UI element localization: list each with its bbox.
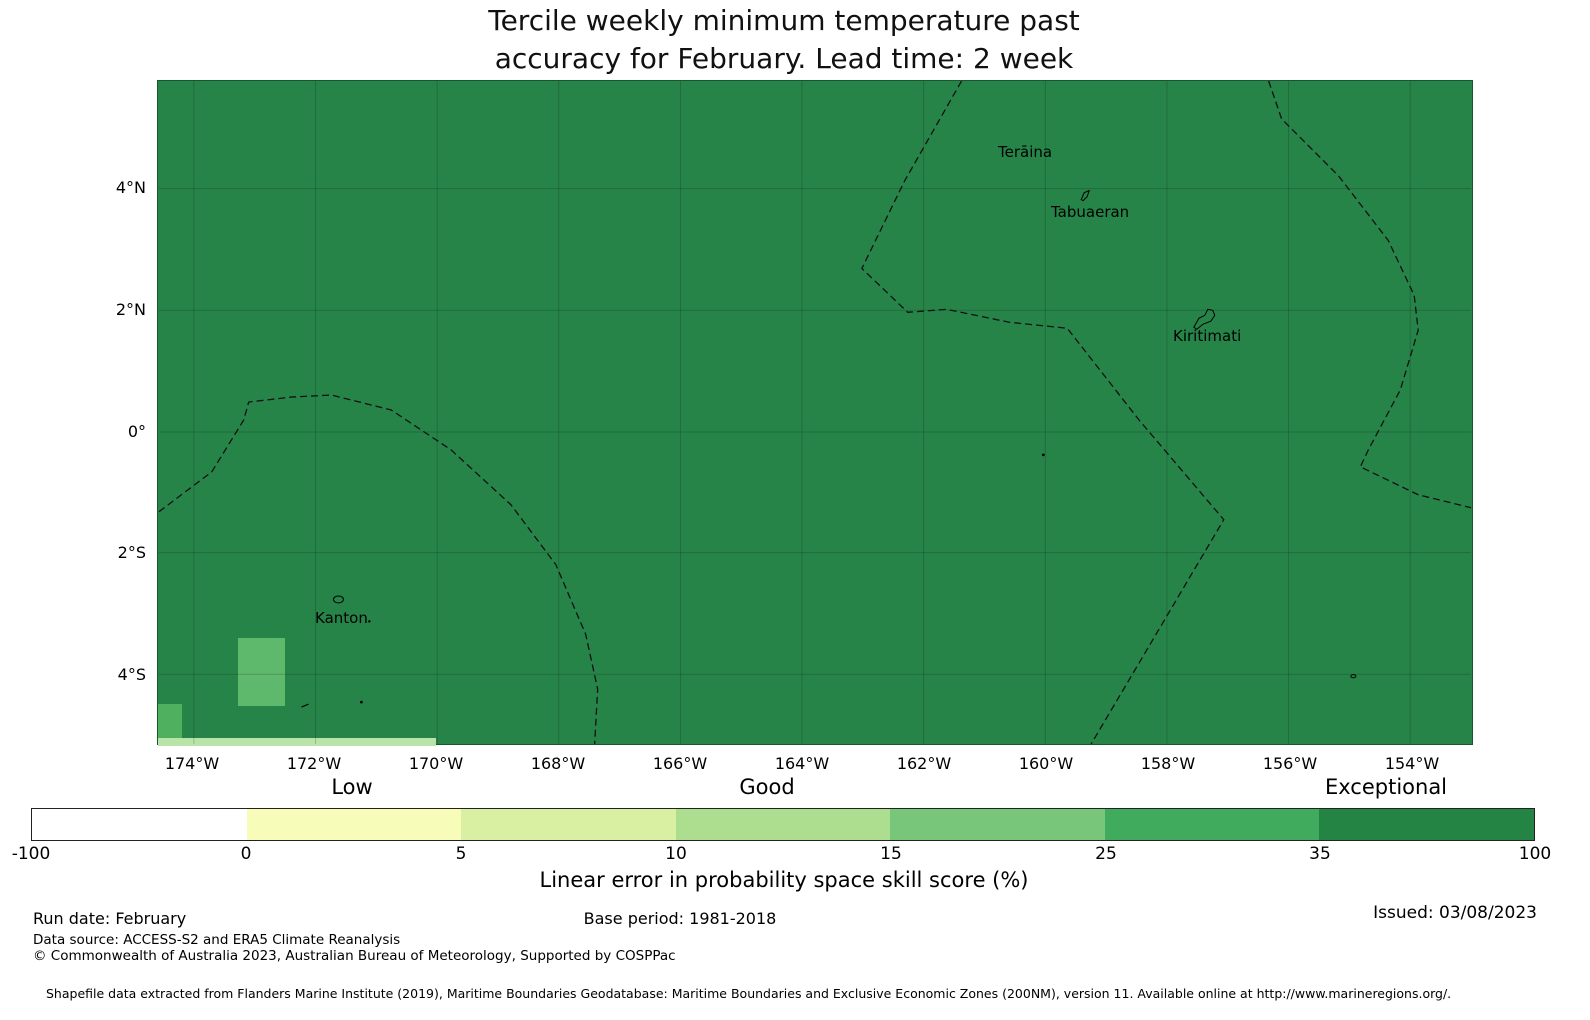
tabuaeran-island-outline xyxy=(1080,189,1090,202)
cbtick-0: 0 xyxy=(240,844,252,864)
cbtick-25: 25 xyxy=(1095,844,1117,864)
shapefile-credit-text: Shapefile data extracted from Flanders M… xyxy=(46,986,1452,1001)
cbtick-15: 15 xyxy=(880,844,902,864)
islet-dot-1 xyxy=(368,620,371,623)
eez-boundary-east xyxy=(1268,81,1472,509)
cbtick-35: 35 xyxy=(1309,844,1331,864)
base-period-text: Base period: 1981-2018 xyxy=(583,909,777,928)
cbtick-neg100: -100 xyxy=(11,844,51,864)
xtick-166w: 166°W xyxy=(652,754,708,773)
colorbar-segment-1 xyxy=(32,809,247,840)
low-skill-patch xyxy=(238,638,285,706)
page-title-line1: Tercile weekly minimum temperature past xyxy=(488,4,1080,37)
map-overlay-svg xyxy=(158,81,1472,744)
xtick-156w: 156°W xyxy=(1262,754,1318,773)
cbtick-5: 5 xyxy=(455,844,467,864)
colorbar-segment-7 xyxy=(1319,809,1535,840)
ytick-2n: 2°N xyxy=(115,300,146,319)
page-title-line2: accuracy for February. Lead time: 2 week xyxy=(494,42,1074,75)
colorbar-caption: Linear error in probability space skill … xyxy=(539,868,1029,892)
ytick-4n: 4°N xyxy=(115,178,146,197)
islet-dash-1 xyxy=(301,703,309,708)
islet-dot-3 xyxy=(1041,453,1045,457)
kanton-label: Kanton xyxy=(315,609,368,627)
tabuaeran-label: Tabuaeran xyxy=(1051,203,1130,221)
skill-label-low: Low xyxy=(331,775,373,799)
copyright-text: © Commonwealth of Australia 2023, Austra… xyxy=(33,948,676,964)
issued-date-text: Issued: 03/08/2023 xyxy=(1373,903,1537,923)
xtick-158w: 158°W xyxy=(1140,754,1196,773)
xtick-172w: 172°W xyxy=(286,754,342,773)
data-source-text: Data source: ACCESS-S2 and ERA5 Climate … xyxy=(33,932,401,948)
map-canvas: Terāina Tabuaeran Kiritimati Kanton xyxy=(157,80,1473,746)
xtick-174w: 174°W xyxy=(164,754,220,773)
xtick-164w: 164°W xyxy=(774,754,830,773)
skill-label-exceptional: Exceptional xyxy=(1324,775,1448,799)
xtick-168w: 168°W xyxy=(530,754,586,773)
grid-vertical-lines xyxy=(193,81,1411,744)
skill-label-good: Good xyxy=(739,775,795,799)
kiritimati-island-outline xyxy=(1193,308,1216,330)
grid-horizontal-lines xyxy=(158,188,1472,675)
colorbar-segment-2 xyxy=(246,809,462,840)
ytick-2s: 2°S xyxy=(117,543,146,562)
xtick-154w: 154°W xyxy=(1384,754,1440,773)
xtick-170w: 170°W xyxy=(408,754,464,773)
teraina-label: Terāina xyxy=(998,143,1053,161)
colorbar-segment-6 xyxy=(1104,809,1320,840)
eez-boundary-central xyxy=(861,81,1225,744)
islet-dot-4 xyxy=(1350,674,1357,679)
kanton-island-outline xyxy=(332,595,344,604)
islet-dot-2 xyxy=(359,700,363,704)
kiritimati-label: Kiritimati xyxy=(1173,327,1242,345)
xtick-162w: 162°W xyxy=(896,754,952,773)
bottom-strip-patch xyxy=(158,738,436,746)
colorbar-segment-3 xyxy=(461,809,676,840)
xtick-160w: 160°W xyxy=(1018,754,1074,773)
eez-boundary-west xyxy=(158,394,599,744)
cbtick-10: 10 xyxy=(665,844,687,864)
ytick-0: 0° xyxy=(127,422,146,441)
cbtick-100: 100 xyxy=(1518,844,1552,864)
ytick-4s: 4°S xyxy=(117,665,146,684)
colorbar xyxy=(31,808,1535,841)
colorbar-segment-4 xyxy=(675,809,891,840)
colorbar-segment-5 xyxy=(890,809,1105,840)
run-date-text: Run date: February xyxy=(33,909,187,928)
